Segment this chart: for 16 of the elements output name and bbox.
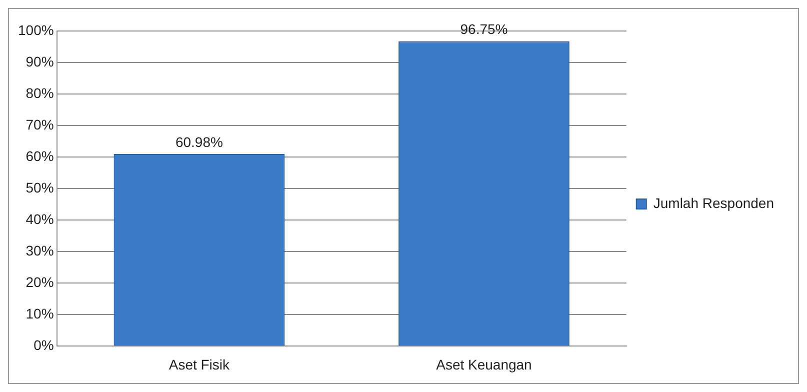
y-tick-label: 40%	[26, 210, 54, 227]
y-tick-label: 50%	[26, 179, 54, 196]
y-tick-label: 70%	[26, 116, 54, 132]
y-tick-label: 0%	[34, 337, 54, 354]
y-tick-label: 100%	[18, 22, 54, 38]
data-label: 96.75%	[460, 21, 508, 38]
y-tick-label: 10%	[26, 306, 54, 322]
y-tick-label: 30%	[26, 242, 54, 258]
legend-label: Jumlah Responden	[653, 194, 774, 211]
data-label: 60.98%	[175, 134, 223, 150]
y-tick-label: 90%	[26, 53, 54, 70]
x-tick-label: Aset Fisik	[168, 356, 231, 372]
y-tick-label: 80%	[26, 84, 54, 101]
y-tick-label: 60%	[26, 148, 54, 164]
x-tick-label: Aset Keuangan	[436, 356, 532, 372]
y-tick-label: 20%	[26, 274, 54, 290]
